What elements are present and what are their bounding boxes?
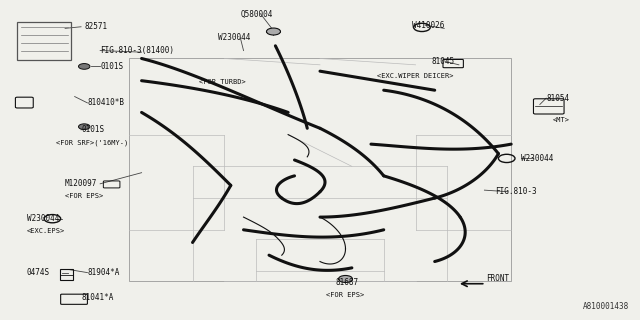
Text: 81041*A: 81041*A [81, 293, 113, 302]
Text: W410026: W410026 [412, 21, 445, 30]
Text: W230044: W230044 [521, 154, 553, 163]
Text: FRONT: FRONT [486, 275, 509, 284]
Text: 81045: 81045 [431, 57, 454, 66]
Text: <FOR EPS>: <FOR EPS> [326, 292, 365, 298]
Text: Q580004: Q580004 [241, 10, 273, 19]
Circle shape [266, 28, 280, 35]
Text: <EXC.WIPER DEICER>: <EXC.WIPER DEICER> [378, 73, 454, 79]
Text: FIG.810-3(81400): FIG.810-3(81400) [100, 46, 174, 55]
Text: 81904*A: 81904*A [88, 268, 120, 277]
Text: <FOR TURBD>: <FOR TURBD> [199, 79, 246, 85]
Text: 81687: 81687 [336, 278, 359, 287]
Bar [60, 269, 73, 280]
Circle shape [339, 276, 353, 283]
Text: FIG.810-3: FIG.810-3 [495, 187, 537, 196]
Text: 82571: 82571 [84, 22, 108, 31]
Text: <FOR SRF>('16MY-): <FOR SRF>('16MY-) [56, 139, 128, 146]
Text: 0101S: 0101S [100, 62, 124, 71]
Text: W230044: W230044 [27, 214, 60, 223]
Text: <EXC.EPS>: <EXC.EPS> [27, 228, 65, 234]
Text: W230044: W230044 [218, 33, 250, 42]
Circle shape [79, 124, 90, 130]
Text: 810410*B: 810410*B [88, 99, 124, 108]
Text: 0474S: 0474S [27, 268, 50, 277]
Text: 0101S: 0101S [81, 125, 104, 134]
Circle shape [79, 64, 90, 69]
Text: <MT>: <MT> [552, 117, 570, 123]
Text: A810001438: A810001438 [583, 302, 629, 311]
Bar [17, 22, 72, 60]
Text: M120097: M120097 [65, 179, 97, 188]
Text: 81054: 81054 [546, 94, 570, 103]
Text: <FOR EPS>: <FOR EPS> [65, 194, 104, 199]
